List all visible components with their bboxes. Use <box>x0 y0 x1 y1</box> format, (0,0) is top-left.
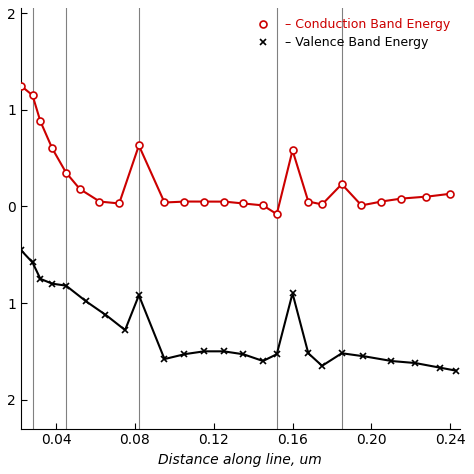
– Valence Band Energy <box>102 312 108 318</box>
– Conduction Band Energy <box>37 118 43 124</box>
– Valence Band Energy <box>361 353 366 359</box>
– Conduction Band Energy <box>201 199 207 204</box>
– Conduction Band Energy <box>77 186 82 192</box>
– Valence Band Energy <box>37 276 43 282</box>
Line: – Valence Band Energy: – Valence Band Energy <box>17 246 459 374</box>
– Valence Band Energy <box>319 363 325 369</box>
– Conduction Band Energy <box>424 194 429 200</box>
– Conduction Band Energy <box>136 143 142 148</box>
– Valence Band Energy <box>412 360 418 366</box>
– Valence Band Energy <box>30 260 36 265</box>
– Valence Band Energy <box>63 283 69 289</box>
– Valence Band Energy <box>453 368 459 374</box>
– Conduction Band Energy <box>63 170 69 175</box>
– Valence Band Energy <box>240 351 246 357</box>
– Valence Band Energy <box>260 358 266 364</box>
X-axis label: Distance along line, um: Distance along line, um <box>158 453 322 467</box>
– Conduction Band Energy <box>447 191 453 197</box>
– Valence Band Energy <box>122 327 128 333</box>
– Conduction Band Energy <box>116 201 122 206</box>
– Valence Band Energy <box>339 350 345 356</box>
– Conduction Band Energy <box>30 92 36 98</box>
– Conduction Band Energy <box>274 211 280 217</box>
– Conduction Band Energy <box>398 196 404 201</box>
– Valence Band Energy <box>18 247 24 253</box>
– Valence Band Energy <box>388 358 394 364</box>
– Valence Band Energy <box>438 365 443 371</box>
– Valence Band Energy <box>136 292 142 298</box>
– Conduction Band Energy <box>182 199 187 204</box>
Legend: – Conduction Band Energy, – Valence Band Energy: – Conduction Band Energy, – Valence Band… <box>244 15 454 53</box>
– Valence Band Energy <box>182 351 187 357</box>
– Conduction Band Energy <box>18 83 24 89</box>
– Valence Band Energy <box>49 281 55 286</box>
– Conduction Band Energy <box>305 199 311 204</box>
– Conduction Band Energy <box>378 199 384 204</box>
– Valence Band Energy <box>305 350 311 356</box>
– Conduction Band Energy <box>319 201 325 207</box>
– Valence Band Energy <box>162 356 167 362</box>
– Valence Band Energy <box>221 348 227 354</box>
– Valence Band Energy <box>83 298 89 304</box>
– Conduction Band Energy <box>260 202 266 208</box>
– Conduction Band Energy <box>359 202 365 208</box>
– Valence Band Energy <box>201 348 207 354</box>
– Conduction Band Energy <box>49 146 55 151</box>
– Conduction Band Energy <box>97 199 102 204</box>
– Conduction Band Energy <box>240 201 246 206</box>
– Conduction Band Energy <box>162 200 167 205</box>
– Valence Band Energy <box>274 351 280 357</box>
Line: – Conduction Band Energy: – Conduction Band Energy <box>17 82 454 218</box>
– Conduction Band Energy <box>339 181 345 187</box>
– Valence Band Energy <box>290 291 295 296</box>
– Conduction Band Energy <box>221 199 227 204</box>
– Conduction Band Energy <box>290 147 295 153</box>
